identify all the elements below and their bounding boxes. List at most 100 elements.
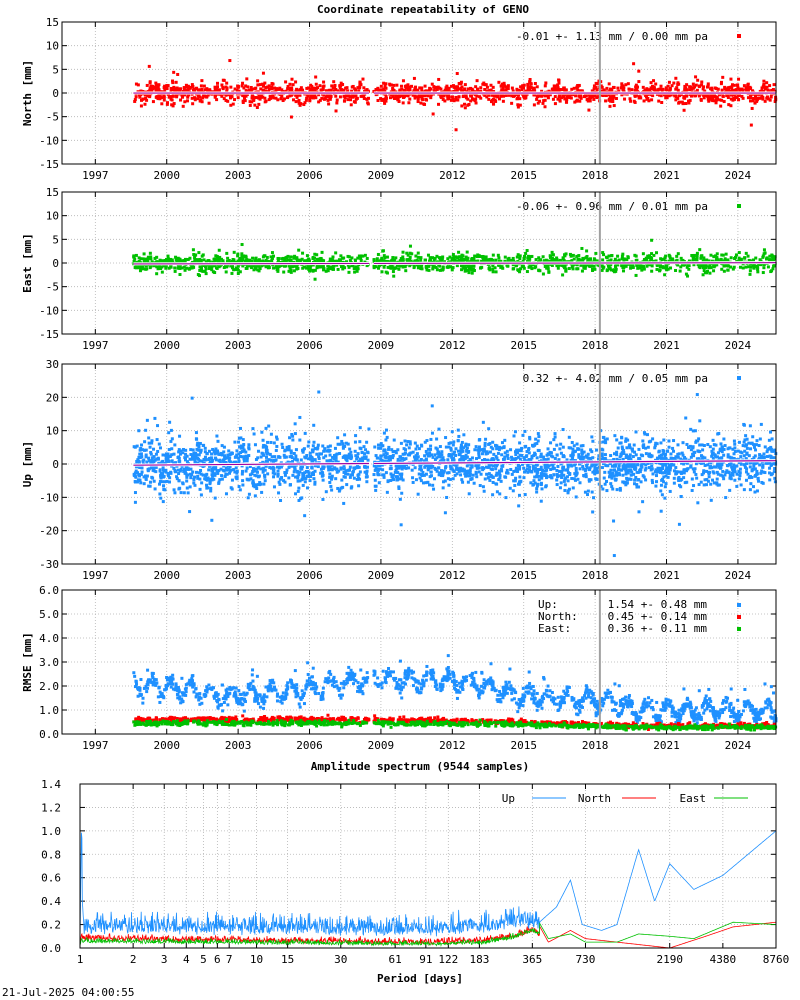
north-point — [392, 97, 396, 101]
east-point — [427, 268, 431, 272]
up-point — [147, 459, 151, 463]
up-point — [185, 460, 189, 464]
east-point — [765, 256, 769, 260]
up-point — [185, 486, 189, 490]
up-point — [661, 452, 665, 456]
east-point — [401, 258, 405, 262]
up-point — [693, 467, 697, 471]
north-point — [745, 88, 749, 92]
north-point — [710, 95, 714, 99]
up-point — [753, 490, 757, 494]
east-point — [736, 259, 740, 263]
up-point — [768, 478, 772, 482]
up-point — [196, 441, 200, 445]
east-point — [132, 254, 136, 258]
east-point — [600, 264, 604, 268]
north-point — [322, 80, 326, 84]
north-point — [501, 84, 505, 88]
north-point — [326, 98, 330, 102]
north-point — [325, 93, 329, 97]
up-point — [251, 427, 255, 431]
east-point — [470, 257, 474, 261]
north-point — [548, 93, 552, 97]
north-point — [645, 97, 649, 101]
east-point — [440, 257, 444, 261]
north-point — [192, 89, 196, 93]
east-point — [240, 252, 244, 256]
up-point — [311, 444, 315, 448]
up-point — [749, 447, 753, 451]
north-point — [730, 86, 734, 90]
up-point — [265, 448, 269, 452]
up-point — [407, 446, 411, 450]
north-point — [441, 97, 445, 101]
east-point — [169, 265, 173, 269]
up-point — [237, 440, 241, 444]
north-point — [259, 93, 263, 97]
east-point — [313, 268, 317, 272]
north-point — [662, 93, 666, 97]
x-tick-label: 2003 — [225, 339, 252, 352]
east-point — [550, 250, 554, 254]
up-point — [197, 453, 201, 457]
north-point — [675, 86, 679, 90]
north-point — [391, 95, 395, 99]
east-point — [586, 263, 590, 267]
east-point — [592, 259, 596, 263]
north-point — [297, 98, 301, 102]
north-point — [685, 94, 689, 98]
up-point — [433, 457, 437, 461]
up-point — [301, 483, 305, 487]
up-point — [183, 456, 187, 460]
east-point — [644, 259, 648, 263]
east-point — [543, 264, 547, 268]
north-point — [612, 85, 616, 89]
up-point — [460, 440, 464, 444]
east-point — [507, 256, 511, 260]
north-point — [634, 83, 638, 87]
up-point — [461, 480, 465, 484]
north-point — [763, 87, 767, 91]
up-point — [566, 463, 570, 467]
north-point — [257, 93, 261, 97]
east-point — [156, 267, 160, 271]
up-point — [633, 450, 637, 454]
x-tick-label: 2006 — [296, 569, 323, 582]
north-point — [149, 87, 153, 91]
east-point — [192, 265, 196, 269]
up-point — [360, 450, 364, 454]
east-point — [616, 254, 620, 258]
up-point — [334, 459, 338, 463]
north-point — [463, 87, 467, 91]
east-point — [682, 263, 686, 267]
up-point — [178, 469, 182, 473]
up-point — [659, 509, 663, 513]
up-point — [636, 478, 640, 482]
up-point — [462, 459, 466, 463]
east-point — [141, 257, 145, 261]
up-point — [270, 455, 274, 459]
up-point — [140, 470, 144, 474]
east-point — [270, 251, 274, 255]
north-point — [415, 88, 419, 92]
north-point — [270, 87, 274, 91]
up-point — [671, 449, 675, 453]
east-point — [450, 266, 454, 270]
up-point — [517, 504, 521, 508]
up-point — [445, 495, 449, 499]
x-tick-label: 2006 — [296, 339, 323, 352]
north-point — [288, 82, 292, 86]
north-point — [193, 96, 197, 100]
east-point — [180, 266, 184, 270]
east-point — [410, 252, 414, 256]
up-point — [705, 483, 709, 487]
north-point — [295, 95, 299, 99]
y-tick-label: -5 — [46, 111, 59, 124]
up-point — [426, 480, 430, 484]
up-point — [230, 478, 234, 482]
north-point — [216, 81, 220, 85]
north-point — [205, 95, 209, 99]
up-point — [737, 477, 741, 481]
east-point — [377, 264, 381, 268]
east-point — [289, 258, 293, 262]
